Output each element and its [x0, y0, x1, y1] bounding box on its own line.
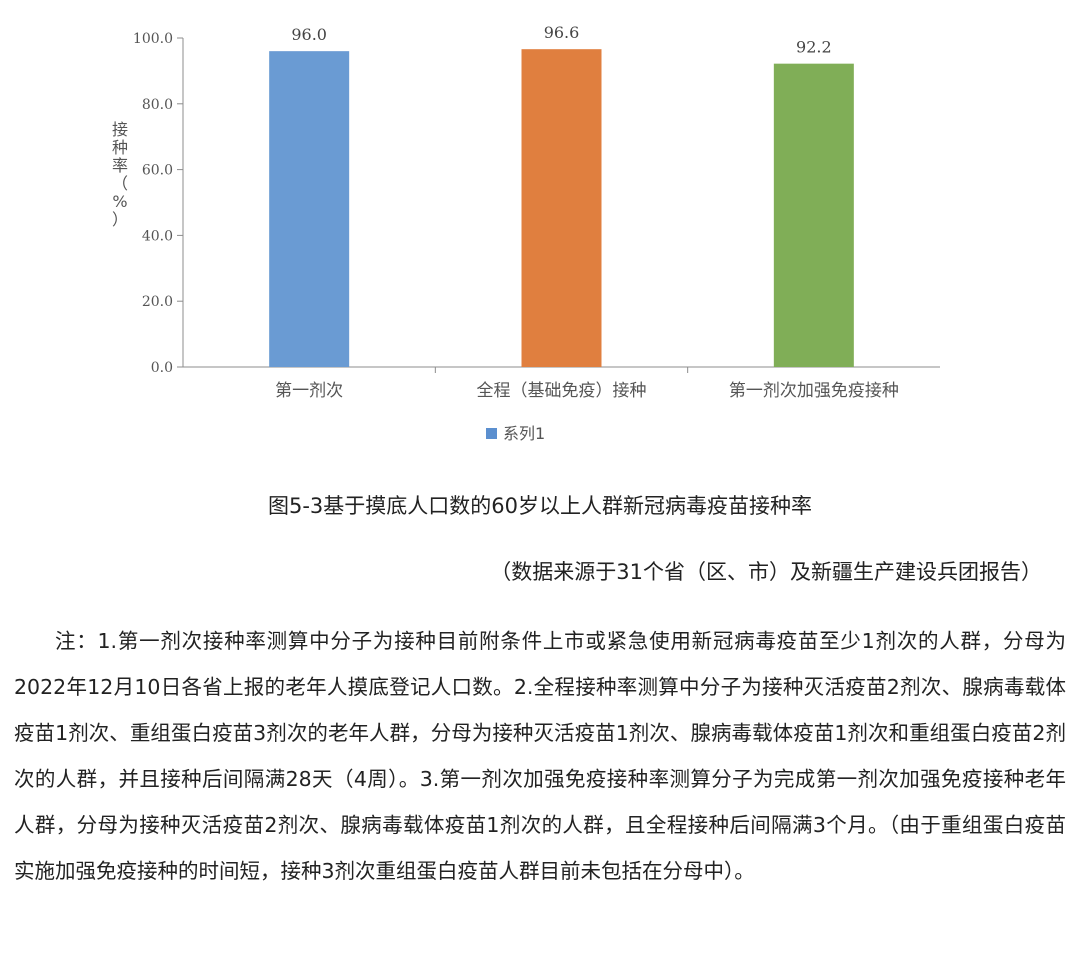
y-axis-label: 接种率（%） [112, 120, 128, 229]
bar [269, 51, 350, 367]
y-tick-label: 100.0 [133, 31, 173, 47]
legend-label: 系列1 [503, 424, 545, 443]
figure-caption: 图5-3基于摸底人口数的60岁以上人群新冠病毒疫苗接种率 [267, 494, 813, 518]
data-label: 96.0 [291, 25, 327, 44]
y-tick-label: 80.0 [142, 97, 173, 113]
bar [521, 49, 602, 367]
data-label: 92.2 [796, 38, 832, 57]
x-tick-label: 全程（基础免疫）接种 [477, 381, 647, 401]
y-tick-label: 0.0 [151, 360, 173, 376]
y-tick-label: 40.0 [142, 228, 173, 244]
bar-chart: 0.0 20.0 40.0 60.0 80.0 100.0 接种率（%） 96.0 第一剂次 96… [112, 23, 940, 443]
figure-note: 注：1.第一剂次接种率测算中分子为接种目前附条件上市或紧急使用新冠病毒疫苗至少1… [14, 629, 1066, 883]
y-tick-label: 20.0 [142, 294, 173, 310]
data-label: 96.6 [544, 23, 580, 42]
y-tick-label: 60.0 [142, 163, 173, 179]
x-tick-label: 第一剂次 [275, 381, 343, 401]
x-tick-label: 第一剂次加强免疫接种 [729, 381, 899, 401]
bar [773, 63, 854, 368]
data-source: （数据来源于31个省（区、市）及新疆生产建设兵团报告） [490, 560, 1042, 584]
legend-swatch [486, 428, 497, 439]
